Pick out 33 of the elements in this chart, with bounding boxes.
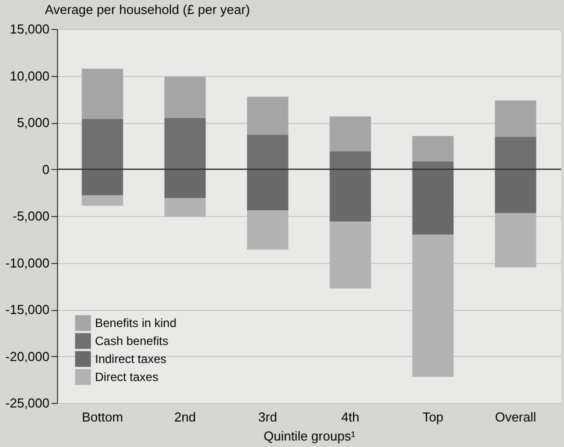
bar bbox=[164, 198, 206, 217]
y-tick-label: -25,000 bbox=[5, 396, 50, 410]
x-tick-label: 4th bbox=[341, 410, 360, 424]
y-tick-label: -10,000 bbox=[5, 255, 50, 270]
y-tick-label: -15,000 bbox=[5, 302, 50, 317]
x-tick-label: 2nd bbox=[174, 410, 196, 424]
legend-label: Direct taxes bbox=[95, 370, 158, 384]
y-tick-label: 5,000 bbox=[16, 115, 50, 130]
x-tick-label: Bottom bbox=[82, 410, 124, 424]
bar bbox=[247, 96, 288, 135]
x-tick-label: 3rd bbox=[258, 410, 278, 424]
y-tick-label: 0 bbox=[42, 162, 50, 177]
bar bbox=[330, 222, 371, 288]
bar bbox=[494, 213, 536, 268]
bar bbox=[164, 76, 206, 118]
bar bbox=[82, 195, 124, 206]
bar bbox=[330, 116, 371, 152]
x-axis-title: Quintile groups¹ bbox=[264, 428, 356, 444]
bar bbox=[412, 136, 454, 162]
y-tick-label: 15,000 bbox=[10, 22, 50, 36]
legend-label: Cash benefits bbox=[95, 334, 168, 348]
bar bbox=[247, 210, 288, 250]
bar bbox=[412, 234, 454, 377]
bar bbox=[494, 100, 536, 137]
legend-label: Benefits in kind bbox=[95, 316, 176, 330]
x-tick-label: Overall bbox=[494, 410, 536, 424]
x-tick-label: Top bbox=[422, 410, 444, 424]
y-tick-label: -20,000 bbox=[5, 348, 50, 364]
y-tick-label: -5,000 bbox=[12, 208, 50, 224]
bar bbox=[82, 68, 124, 119]
chart-title: Average per household (£ per year) bbox=[44, 2, 250, 17]
legend-label: Indirect taxes bbox=[95, 352, 166, 366]
y-tick-label: 10,000 bbox=[10, 68, 50, 84]
